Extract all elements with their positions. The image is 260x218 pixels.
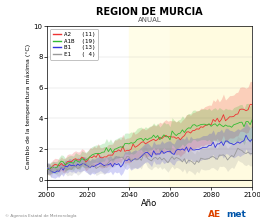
Bar — [170, 26, 252, 187]
Bar — [129, 26, 170, 187]
Legend: A2   (11), A1B  (19), B1   (13), E1   ( 4): A2 (11), A1B (19), B1 (13), E1 ( 4) — [50, 29, 98, 60]
Text: met: met — [226, 210, 246, 218]
Text: © Agencia Estatal de Meteorología: © Agencia Estatal de Meteorología — [5, 214, 77, 218]
X-axis label: Año: Año — [141, 199, 158, 208]
Y-axis label: Cambio de la temperatura máxima (°C): Cambio de la temperatura máxima (°C) — [25, 44, 31, 169]
Title: REGION DE MURCIA: REGION DE MURCIA — [96, 7, 203, 17]
Text: AE: AE — [208, 210, 221, 218]
Bar — [47, 26, 129, 187]
Text: ANUAL: ANUAL — [138, 17, 161, 23]
